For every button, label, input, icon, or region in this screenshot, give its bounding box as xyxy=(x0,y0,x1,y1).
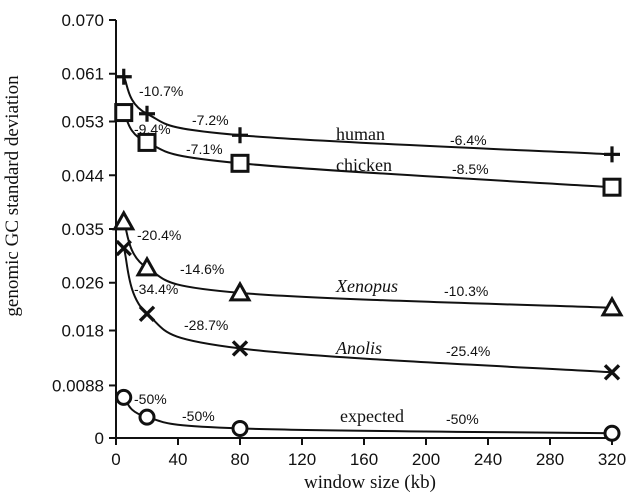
plus-marker xyxy=(139,105,155,122)
series-name-label: Xenopus xyxy=(335,276,398,296)
x-tick-label: 200 xyxy=(412,450,440,469)
percent-change-label: -10.7% xyxy=(139,83,183,99)
y-tick-label: 0.044 xyxy=(61,166,104,185)
y-tick-label: 0 xyxy=(95,429,104,448)
circle-marker xyxy=(115,388,133,406)
percent-change-label: -50% xyxy=(446,411,479,427)
percent-annotations: -10.7% -7.2% -6.4% -9.4% -7.1% -8.5% -20.4% -14… xyxy=(134,83,490,427)
percent-change-label: -14.6% xyxy=(180,261,224,277)
triangle-marker xyxy=(600,295,624,317)
percent-change-label: -28.7% xyxy=(184,317,228,333)
percent-change-label: -6.4% xyxy=(450,132,487,148)
percent-change-label: -50% xyxy=(182,408,215,424)
square-marker xyxy=(114,103,134,123)
plus-marker xyxy=(115,68,132,85)
triangle-marker xyxy=(112,209,136,231)
plus-marker xyxy=(232,127,248,144)
y-tick-label: 0.053 xyxy=(61,113,104,132)
x-tick-label: 0 xyxy=(111,450,120,469)
y-tick-label: 0.026 xyxy=(61,274,104,293)
series-name-label: human xyxy=(336,124,385,144)
y-tick-label: 0.061 xyxy=(61,65,104,84)
y-axis-title: genomic GC standard deviation xyxy=(2,75,23,317)
x-tick-label: 40 xyxy=(169,450,188,469)
percent-change-label: -8.5% xyxy=(452,161,489,177)
square-marker xyxy=(230,153,250,173)
percent-change-label: -25.4% xyxy=(446,343,490,359)
series-name-label: expected xyxy=(340,406,404,426)
y-tick-label: 0.070 xyxy=(61,11,104,30)
percent-change-label: -34.4% xyxy=(134,281,178,297)
circle-marker xyxy=(138,408,156,426)
percent-change-label: -7.1% xyxy=(186,141,223,157)
y-tick-label: 0.035 xyxy=(61,220,104,239)
y-tick-label: 0.018 xyxy=(61,322,104,341)
x-tick-label: 240 xyxy=(474,450,502,469)
circle-marker xyxy=(231,419,249,437)
percent-change-label: -9.4% xyxy=(134,121,171,137)
percent-change-label: -50% xyxy=(134,391,167,407)
y-tick-label: 0.0088 xyxy=(52,376,104,395)
triangle-marker xyxy=(228,280,252,302)
x-tick-label: 80 xyxy=(231,450,250,469)
cross-marker xyxy=(231,340,249,357)
x-tick-label: 320 xyxy=(598,450,626,469)
percent-change-label: -7.2% xyxy=(192,112,229,128)
axes: 0 0.0088 0.018 0.026 0.035 0.044 0.053 0.061 0.0… xyxy=(52,11,626,469)
square-marker xyxy=(137,132,157,152)
series-name-label: Anolis xyxy=(335,338,382,358)
x-tick-label: 160 xyxy=(350,450,378,469)
series-labels: human chicken Xenopus Anolis expected xyxy=(335,124,404,426)
x-tick-label: 280 xyxy=(536,450,564,469)
cross-marker xyxy=(115,239,132,257)
percent-change-label: -10.3% xyxy=(444,283,488,299)
series-name-label: chicken xyxy=(336,155,392,175)
x-tick-label: 120 xyxy=(288,450,316,469)
triangle-marker xyxy=(135,255,159,277)
series-markers xyxy=(112,68,624,442)
square-marker xyxy=(602,177,622,197)
plus-marker xyxy=(604,146,620,163)
cross-marker xyxy=(603,364,621,381)
x-axis-title: window size (kb) xyxy=(304,472,436,493)
cross-marker xyxy=(138,305,156,322)
percent-change-label: -20.4% xyxy=(137,227,181,243)
circle-marker xyxy=(603,424,621,442)
